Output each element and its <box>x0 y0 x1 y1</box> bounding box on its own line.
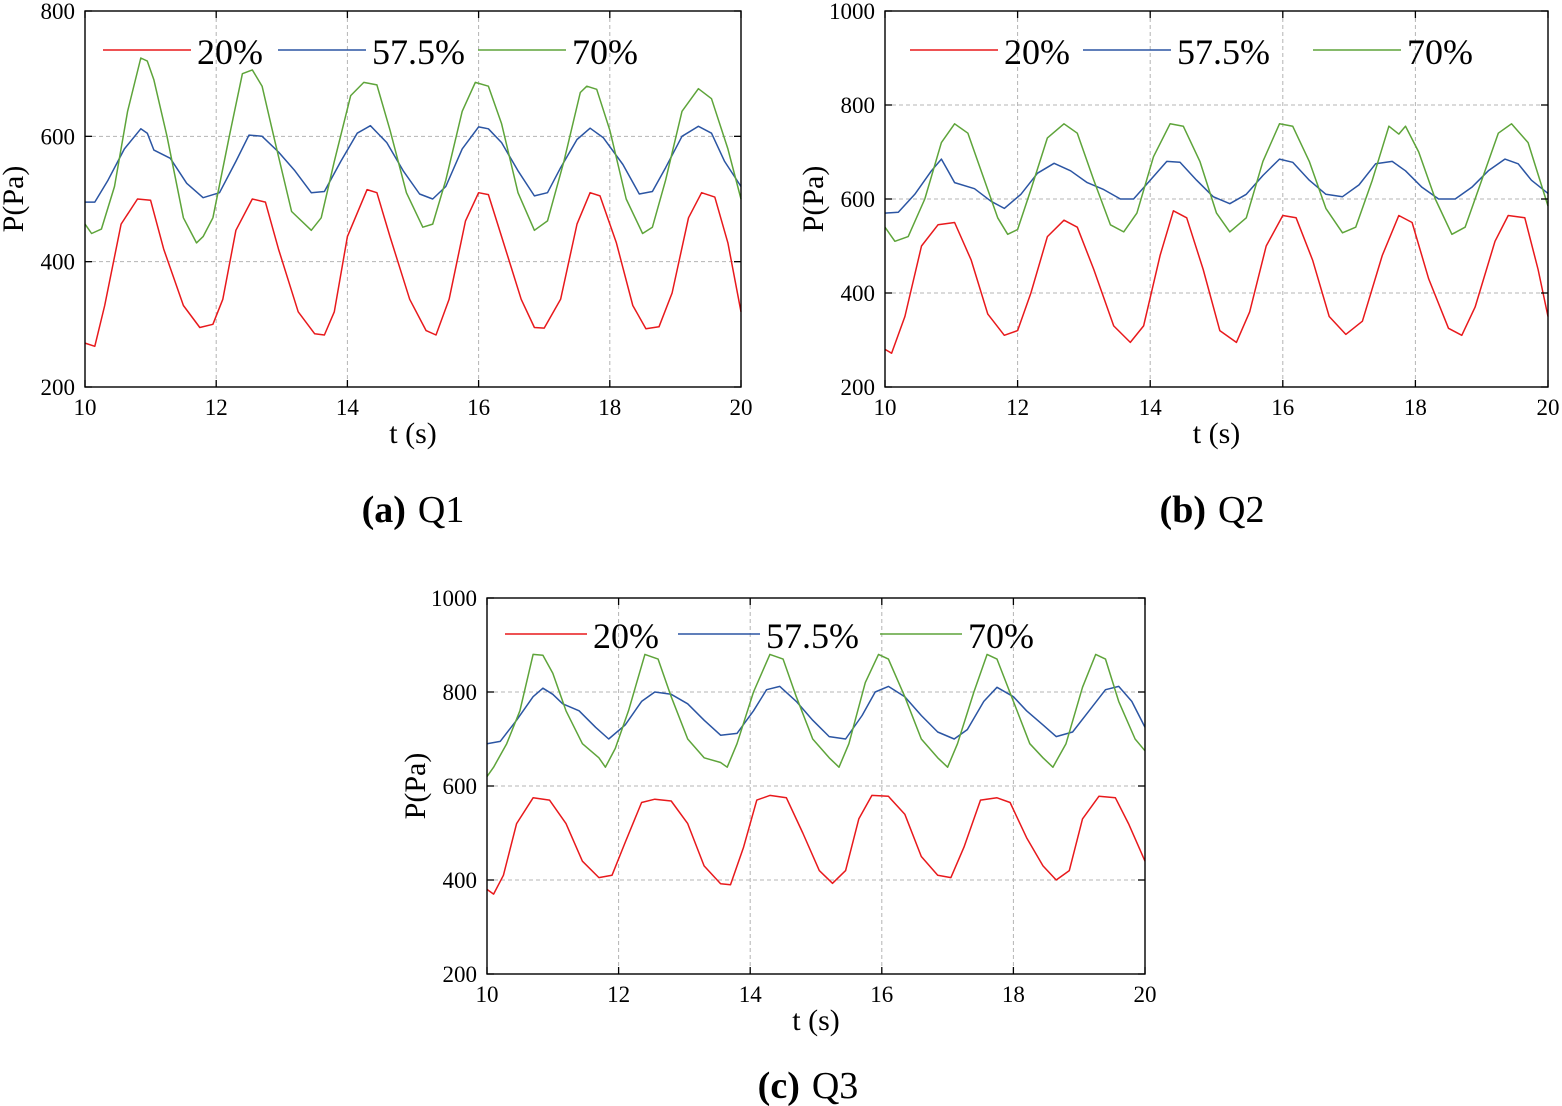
x-tick-label: 20 <box>1134 982 1157 1007</box>
caption-text: Q2 <box>1218 489 1264 531</box>
series-line-70 <box>84 57 742 244</box>
legend: 20% 57.5% 70% <box>103 32 638 72</box>
legend-label: 70% <box>572 32 638 72</box>
y-tick-label: 600 <box>41 124 76 149</box>
x-tick-label: 10 <box>476 982 499 1007</box>
legend-label: 20% <box>1004 32 1070 72</box>
legend: 20% 57.5% 70% <box>910 32 1473 72</box>
x-tick-label: 18 <box>598 395 621 420</box>
caption-text: Q1 <box>418 489 464 531</box>
chart-panel-b: 10 12 14 16 18 20 200 400 600 800 1000 t (s) P(Pa) 20… <box>797 0 1560 531</box>
y-tick-label: 600 <box>443 774 478 799</box>
y-tick-label: 200 <box>443 962 478 987</box>
legend: 20% 57.5% 70% <box>505 616 1034 656</box>
y-tick-label: 1000 <box>431 586 477 611</box>
legend-label: 20% <box>593 616 659 656</box>
y-tick-label: 400 <box>443 868 478 893</box>
chart-panel-a: 10 12 14 16 18 20 200 400 600 800 t (s) P(Pa) 20% 57.… <box>0 0 753 531</box>
y-tick-label: 800 <box>443 680 478 705</box>
x-tick-label: 10 <box>74 395 97 420</box>
y-tick-label: 400 <box>841 281 876 306</box>
legend-label: 70% <box>968 616 1034 656</box>
x-tick-label: 12 <box>1006 395 1029 420</box>
x-tick-label: 14 <box>739 982 763 1007</box>
x-tick-label: 14 <box>336 395 360 420</box>
y-tick-label: 200 <box>841 375 876 400</box>
x-axis-title: t (s) <box>389 417 437 450</box>
series-line-20 <box>884 210 1549 354</box>
legend-label: 20% <box>197 32 263 72</box>
series-line-20 <box>84 188 742 348</box>
x-axis-title: t (s) <box>792 1004 840 1037</box>
x-tick-label: 10 <box>874 395 897 420</box>
x-tick-label: 16 <box>467 395 490 420</box>
legend-label: 70% <box>1407 32 1473 72</box>
x-axis-title: t (s) <box>1193 417 1241 450</box>
series-line-20 <box>486 794 1146 895</box>
series-line-70 <box>486 653 1146 778</box>
y-axis-title: P(Pa) <box>797 166 830 233</box>
x-tick-label: 16 <box>870 982 893 1007</box>
y-axis-title: P(Pa) <box>399 753 432 820</box>
panel-caption: (c) Q3 <box>758 1065 859 1106</box>
legend-label: 57.5% <box>372 32 465 72</box>
x-tick-label: 12 <box>607 982 630 1007</box>
y-tick-label: 1000 <box>829 0 875 24</box>
series-line-575 <box>85 124 742 203</box>
chart-panel-c: 10 12 14 16 18 20 200 400 600 800 1000 t (s) P(Pa) 20… <box>399 586 1157 1106</box>
caption-text: Q3 <box>812 1065 858 1106</box>
y-tick-label: 800 <box>41 0 76 24</box>
y-tick-label: 200 <box>41 375 76 400</box>
panel-caption: (b) Q2 <box>1160 489 1265 531</box>
series-line-70 <box>884 123 1549 243</box>
panel-caption: (a) Q1 <box>362 489 465 531</box>
legend-label: 57.5% <box>1177 32 1270 72</box>
x-tick-label: 18 <box>1002 982 1025 1007</box>
series-line-575 <box>486 685 1146 745</box>
y-axis-title: P(Pa) <box>0 166 30 233</box>
caption-letter: (b) <box>1160 489 1206 531</box>
x-tick-label: 14 <box>1139 395 1163 420</box>
x-tick-label: 20 <box>1537 395 1560 420</box>
x-tick-label: 18 <box>1404 395 1427 420</box>
caption-letter: (a) <box>362 489 406 531</box>
caption-letter: (c) <box>758 1065 800 1106</box>
y-tick-label: 600 <box>841 187 876 212</box>
y-tick-label: 400 <box>41 250 76 275</box>
x-tick-label: 20 <box>730 395 753 420</box>
plot-frame <box>84 10 742 388</box>
series-line-575 <box>884 158 1549 214</box>
y-tick-label: 800 <box>841 93 876 118</box>
legend-label: 57.5% <box>766 616 859 656</box>
x-tick-label: 16 <box>1271 395 1294 420</box>
x-tick-label: 12 <box>205 395 228 420</box>
